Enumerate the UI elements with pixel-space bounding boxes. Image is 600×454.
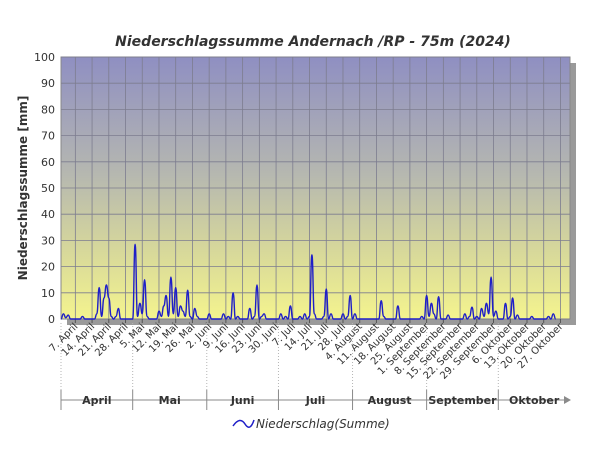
- series-line: [60, 243, 557, 320]
- legend-line-swatch: [232, 419, 255, 428]
- y-tick-labels: 0 10 20 30 40 50 60 70 80 90 100: [34, 51, 55, 326]
- month-label: Juli: [305, 394, 325, 407]
- y-tick-label: 60: [41, 156, 55, 169]
- horizontal-grid: [61, 56, 570, 320]
- month-label: September: [428, 394, 497, 407]
- month-label: August: [368, 394, 412, 407]
- y-tick-label: 10: [41, 287, 55, 300]
- y-axis-label: Niederschlagssumme [mm]: [16, 96, 30, 281]
- month-label: Mai: [159, 394, 181, 407]
- month-axis: April Mai Juni Juli August September Oktober: [60, 323, 571, 410]
- y-tick-label: 20: [41, 261, 55, 274]
- month-axis-arrow: [564, 396, 571, 404]
- y-tick-label: 30: [41, 234, 55, 247]
- series-layer: [60, 243, 557, 320]
- month-label: Oktober: [509, 394, 560, 407]
- legend: Niederschlag(Summe): [232, 417, 390, 431]
- y-tick-label: 90: [41, 77, 55, 90]
- y-tick-label: 40: [41, 208, 55, 221]
- y-tick-label: 70: [41, 130, 55, 143]
- month-label: Juni: [230, 394, 255, 407]
- y-tick-label: 0: [48, 313, 55, 326]
- y-tick-label: 50: [41, 182, 55, 195]
- month-label: April: [82, 394, 111, 407]
- legend-label: Niederschlag(Summe): [256, 417, 390, 431]
- y-tick-label: 100: [34, 51, 55, 64]
- chart-title: Niederschlagssumme Andernach /RP - 75m (…: [115, 34, 511, 50]
- y-tick-label: 80: [41, 103, 55, 116]
